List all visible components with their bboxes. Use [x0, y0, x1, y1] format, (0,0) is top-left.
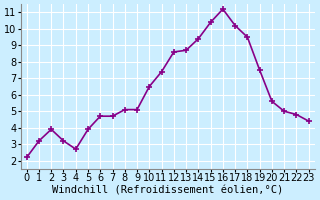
X-axis label: Windchill (Refroidissement éolien,°C): Windchill (Refroidissement éolien,°C)	[52, 186, 283, 196]
